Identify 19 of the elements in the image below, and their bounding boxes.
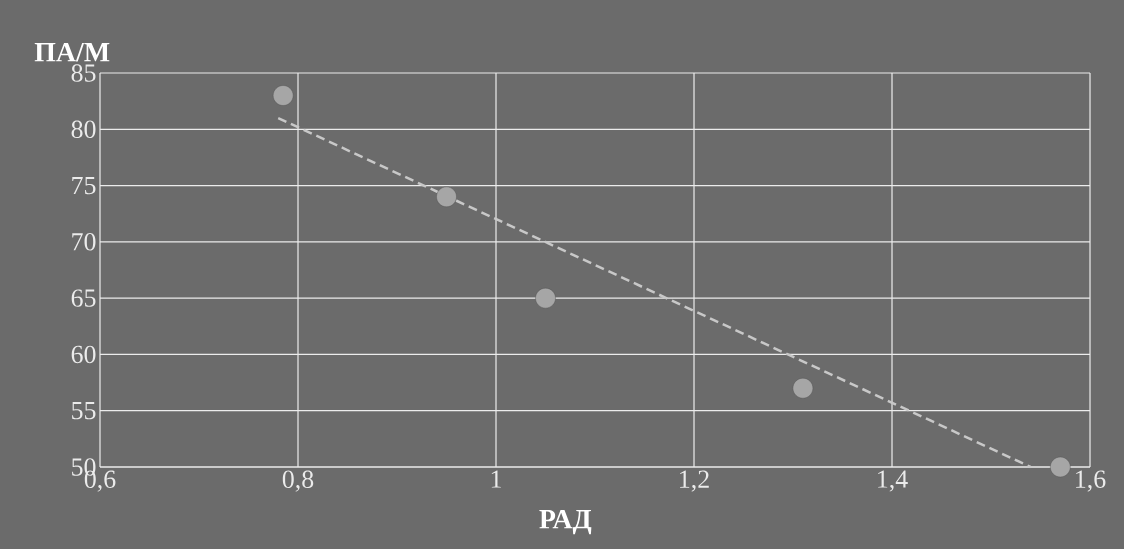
x-tick-label: 1,4 [878,470,908,492]
x-tick-label: 1,6 [1076,470,1106,492]
point [272,85,294,106]
point [1050,456,1071,478]
y-tick-label: 85 [71,64,96,82]
x-tick-label: 1 [491,470,501,488]
y-tick-label: 80 [71,120,96,139]
x-tick-label: 0,8 [282,470,314,492]
y-axis-title: ПА/М [34,42,110,62]
point [436,186,457,208]
y-tick-label: 65 [71,289,96,307]
y-tick-label: 55 [72,402,96,420]
x-axis-title: РАД [539,509,592,535]
y-tick-label: 60 [71,345,96,364]
point [535,287,556,309]
point [792,378,814,399]
y-tick-label: 75 [72,176,96,195]
y-tick-label: 70 [72,233,96,251]
x-tick-label: 1,2 [680,470,709,492]
